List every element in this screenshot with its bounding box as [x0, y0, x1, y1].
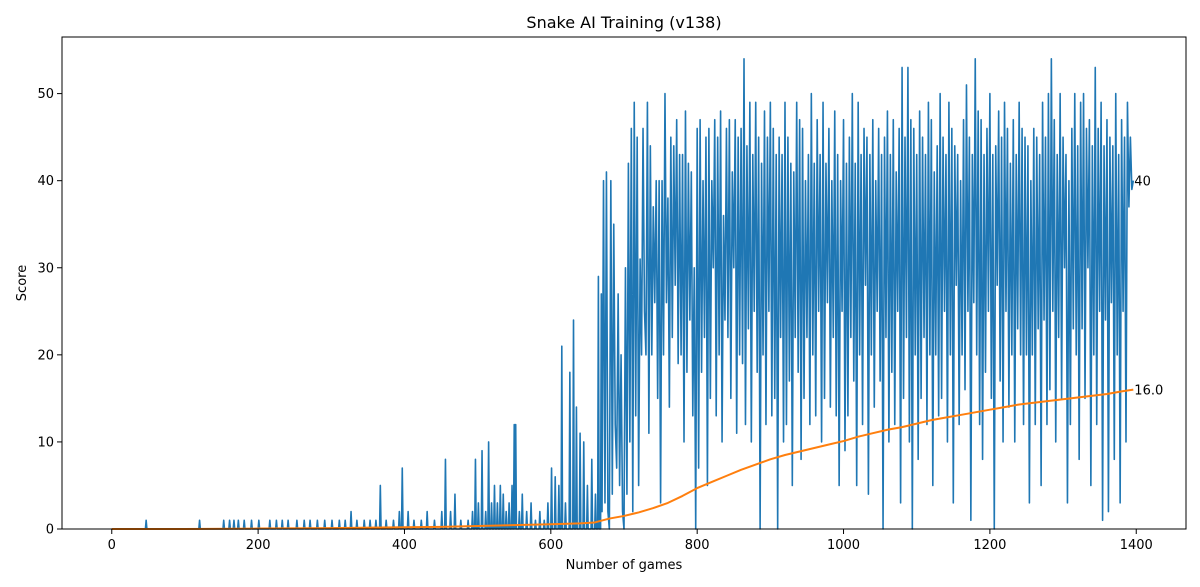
- x-tick-label: 600: [538, 538, 563, 553]
- x-tick-label: 400: [392, 538, 417, 553]
- chart-title: Snake AI Training (v138): [526, 13, 721, 32]
- y-tick-label: 10: [37, 435, 54, 450]
- x-axis-ticks: 0 200 400 600 800 1000 1200 1400: [108, 529, 1153, 553]
- score-series-line: [111, 57, 1135, 530]
- y-tick-label: 30: [37, 261, 54, 276]
- x-tick-label: 800: [685, 538, 710, 553]
- plot-lines: [111, 57, 1135, 530]
- y-tick-label: 40: [37, 174, 54, 189]
- x-axis-label: Number of games: [566, 558, 683, 573]
- mean-score-series-line: [111, 388, 1134, 530]
- plot-frame: [61, 36, 1187, 530]
- x-tick-label: 1000: [827, 538, 860, 553]
- y-tick-label: 0: [46, 523, 54, 538]
- y-axis-label: Score: [15, 265, 30, 301]
- y-axis-ticks: 0 10 20 30 40 50: [37, 87, 62, 538]
- x-tick-label: 0: [108, 538, 116, 553]
- score-end-label: 40: [1134, 175, 1151, 190]
- y-tick-label: 20: [37, 348, 54, 363]
- x-tick-label: 200: [246, 538, 271, 553]
- x-tick-label: 1400: [1120, 538, 1153, 553]
- y-tick-label: 50: [37, 87, 54, 102]
- mean-score-end-label: 16.0: [1134, 384, 1163, 399]
- x-tick-label: 1200: [973, 538, 1006, 553]
